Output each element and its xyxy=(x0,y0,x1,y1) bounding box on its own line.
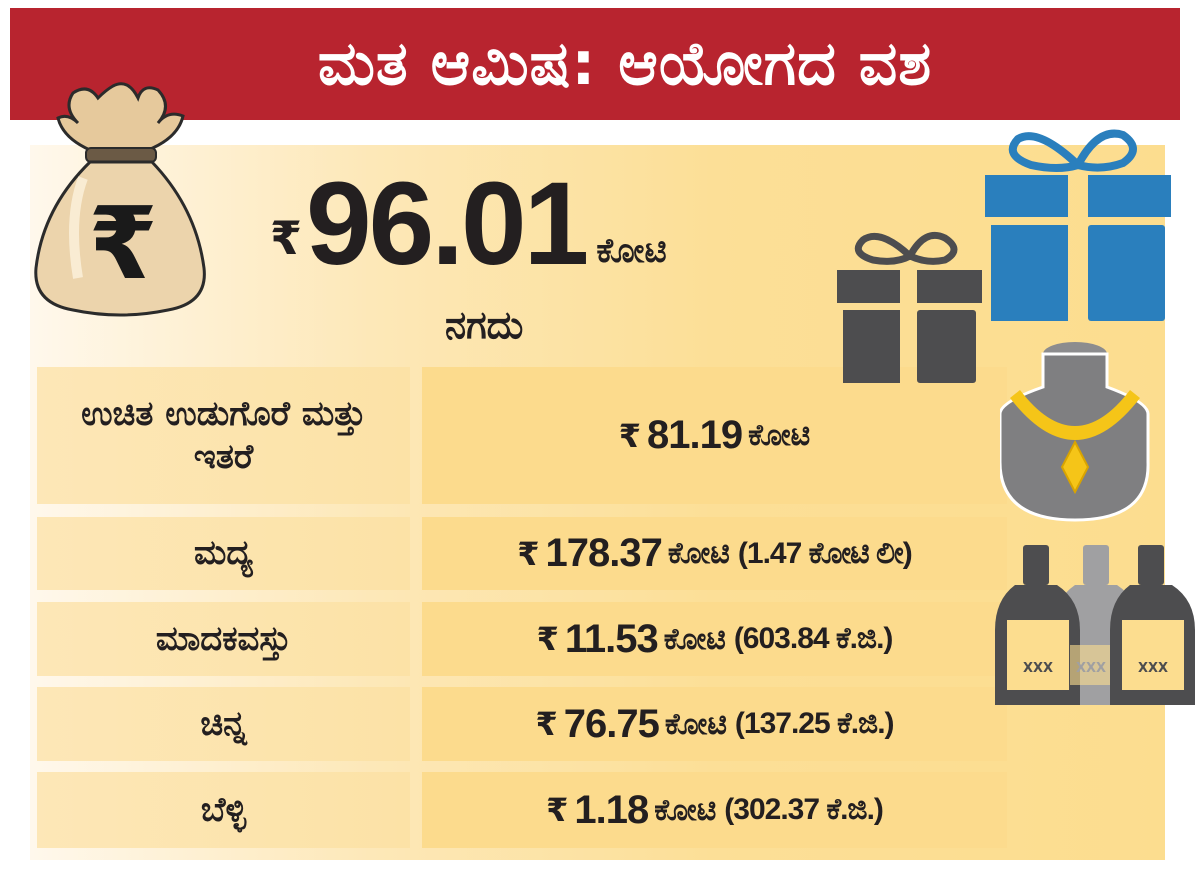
cash-unit: ಕೋಟಿ xyxy=(596,231,667,271)
money-bag-rupee-icon: ₹ xyxy=(34,82,206,317)
table-row: ಮದ್ಯ ₹178.37 ಕೋಟಿ (1.47 ಕೋಟಿ ಲೀ) xyxy=(37,517,1037,590)
svg-text:XXX: XXX xyxy=(1023,661,1053,676)
table-row: ಚಿನ್ನ ₹76.75 ಕೋಟಿ (137.25 ಕೆ.ಜಿ.) xyxy=(37,687,1037,761)
row-value: ₹76.75 ಕೋಟಿ (137.25 ಕೆ.ಜಿ.) xyxy=(422,687,1007,761)
row-label: ಉಚಿತ ಉಡುಗೊರೆ ಮತ್ತು ಇತರೆ xyxy=(37,367,410,504)
cash-amount: 96.01 xyxy=(306,158,589,290)
table-row: ಮಾದಕವಸ್ತು ₹11.53 ಕೋಟಿ (603.84 ಕೆ.ಜಿ.) xyxy=(37,602,1037,676)
title-bar: ಮತ ಆಮಿಷ: ಆಯೋಗದ ವಶ xyxy=(10,8,1180,120)
cash-label: ನಗದು xyxy=(445,303,524,347)
row-label: ಮದ್ಯ xyxy=(37,517,410,590)
row-label: ಚಿನ್ನ xyxy=(37,687,410,761)
row-value: ₹81.19 ಕೋಟಿ xyxy=(422,367,1007,504)
page-title: ಮತ ಆಮಿಷ: ಆಯೋಗದ ವಶ xyxy=(317,29,933,99)
necklace-bust-icon xyxy=(1000,342,1150,522)
row-value: ₹11.53 ಕೋಟಿ (603.84 ಕೆ.ಜಿ.) xyxy=(422,602,1007,676)
gift-box-blue-icon xyxy=(985,129,1171,321)
cash-summary: ₹ 96.01 ಕೋಟಿ ನಗದು xyxy=(270,165,750,355)
row-label: ಮಾದಕವಸ್ತು xyxy=(37,602,410,676)
svg-text:XXX: XXX xyxy=(1076,661,1106,676)
svg-text:₹: ₹ xyxy=(88,185,158,302)
row-value: ₹178.37 ಕೋಟಿ (1.47 ಕೋಟಿ ಲೀ) xyxy=(422,517,1007,590)
row-value: ₹1.18 ಕೋಟಿ (302.37 ಕೆ.ಜಿ.) xyxy=(422,772,1007,848)
row-label: ಬೆಳ್ಳಿ xyxy=(37,772,410,848)
cash-currency: ₹ xyxy=(270,211,303,265)
table-row: ಉಚಿತ ಉಡುಗೊರೆ ಮತ್ತು ಇತರೆ ₹81.19 ಕೋಟಿ xyxy=(37,367,1037,504)
gift-box-gray-icon xyxy=(837,231,982,383)
liquor-bottles-icon: XXX XXX XXX xyxy=(995,545,1195,705)
svg-text:XXX: XXX xyxy=(1138,661,1168,676)
table-row: ಬೆಳ್ಳಿ ₹1.18 ಕೋಟಿ (302.37 ಕೆ.ಜಿ.) xyxy=(37,772,1037,848)
